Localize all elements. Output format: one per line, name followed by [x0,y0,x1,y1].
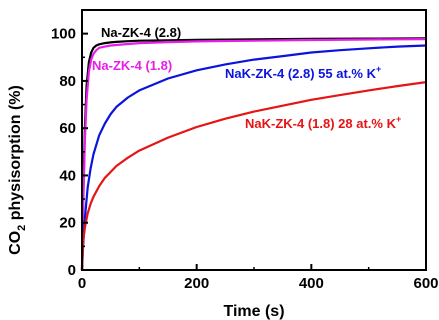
x-tick-label: 0 [78,275,86,292]
y-axis-title-subscript: 2 [16,225,28,231]
x-tick-label: 400 [299,275,324,292]
series-nak-zk4-2-8-line [80,44,427,271]
series-na-zk4-1-8-line [80,38,427,271]
x-axis-title: Time (s) [223,303,284,320]
series-nak-zk4-1-8-line [80,81,427,271]
series-label-nak-zk4-1-8: NaK-ZK-4 (1.8) 28 at.% K+ [245,114,401,131]
y-axis-title-prefix: CO [7,231,24,255]
x-tick-label: 600 [413,275,438,292]
y-axis-title: CO2 physisorption (%) [7,85,28,255]
series-label-nak-zk4-2-8: NaK-ZK-4 (2.8) 55 at.% K+ [225,64,381,81]
y-tick-label: 40 [59,167,76,184]
y-tick-label: 80 [59,73,76,90]
y-axis-ticks: 0 20 40 60 80 100 [51,26,88,279]
y-tick-label: 100 [51,26,76,43]
series-label-na-zk4-1-8: Na-ZK-4 (1.8) [92,58,172,73]
series-labels: Na-ZK-4 (2.8) Na-ZK-4 (1.8) NaK-ZK-4 (2.8)… [92,25,401,131]
y-tick-label: 20 [59,215,76,232]
y-axis-title-suffix: physisorption (%) [7,85,24,225]
x-tick-label: 200 [184,275,209,292]
y-tick-label: 60 [59,120,76,137]
y-tick-label: 0 [68,262,76,279]
series-label-na-zk4-2-8: Na-ZK-4 (2.8) [101,25,181,40]
x-axis-ticks: 0 200 400 600 [78,264,439,292]
